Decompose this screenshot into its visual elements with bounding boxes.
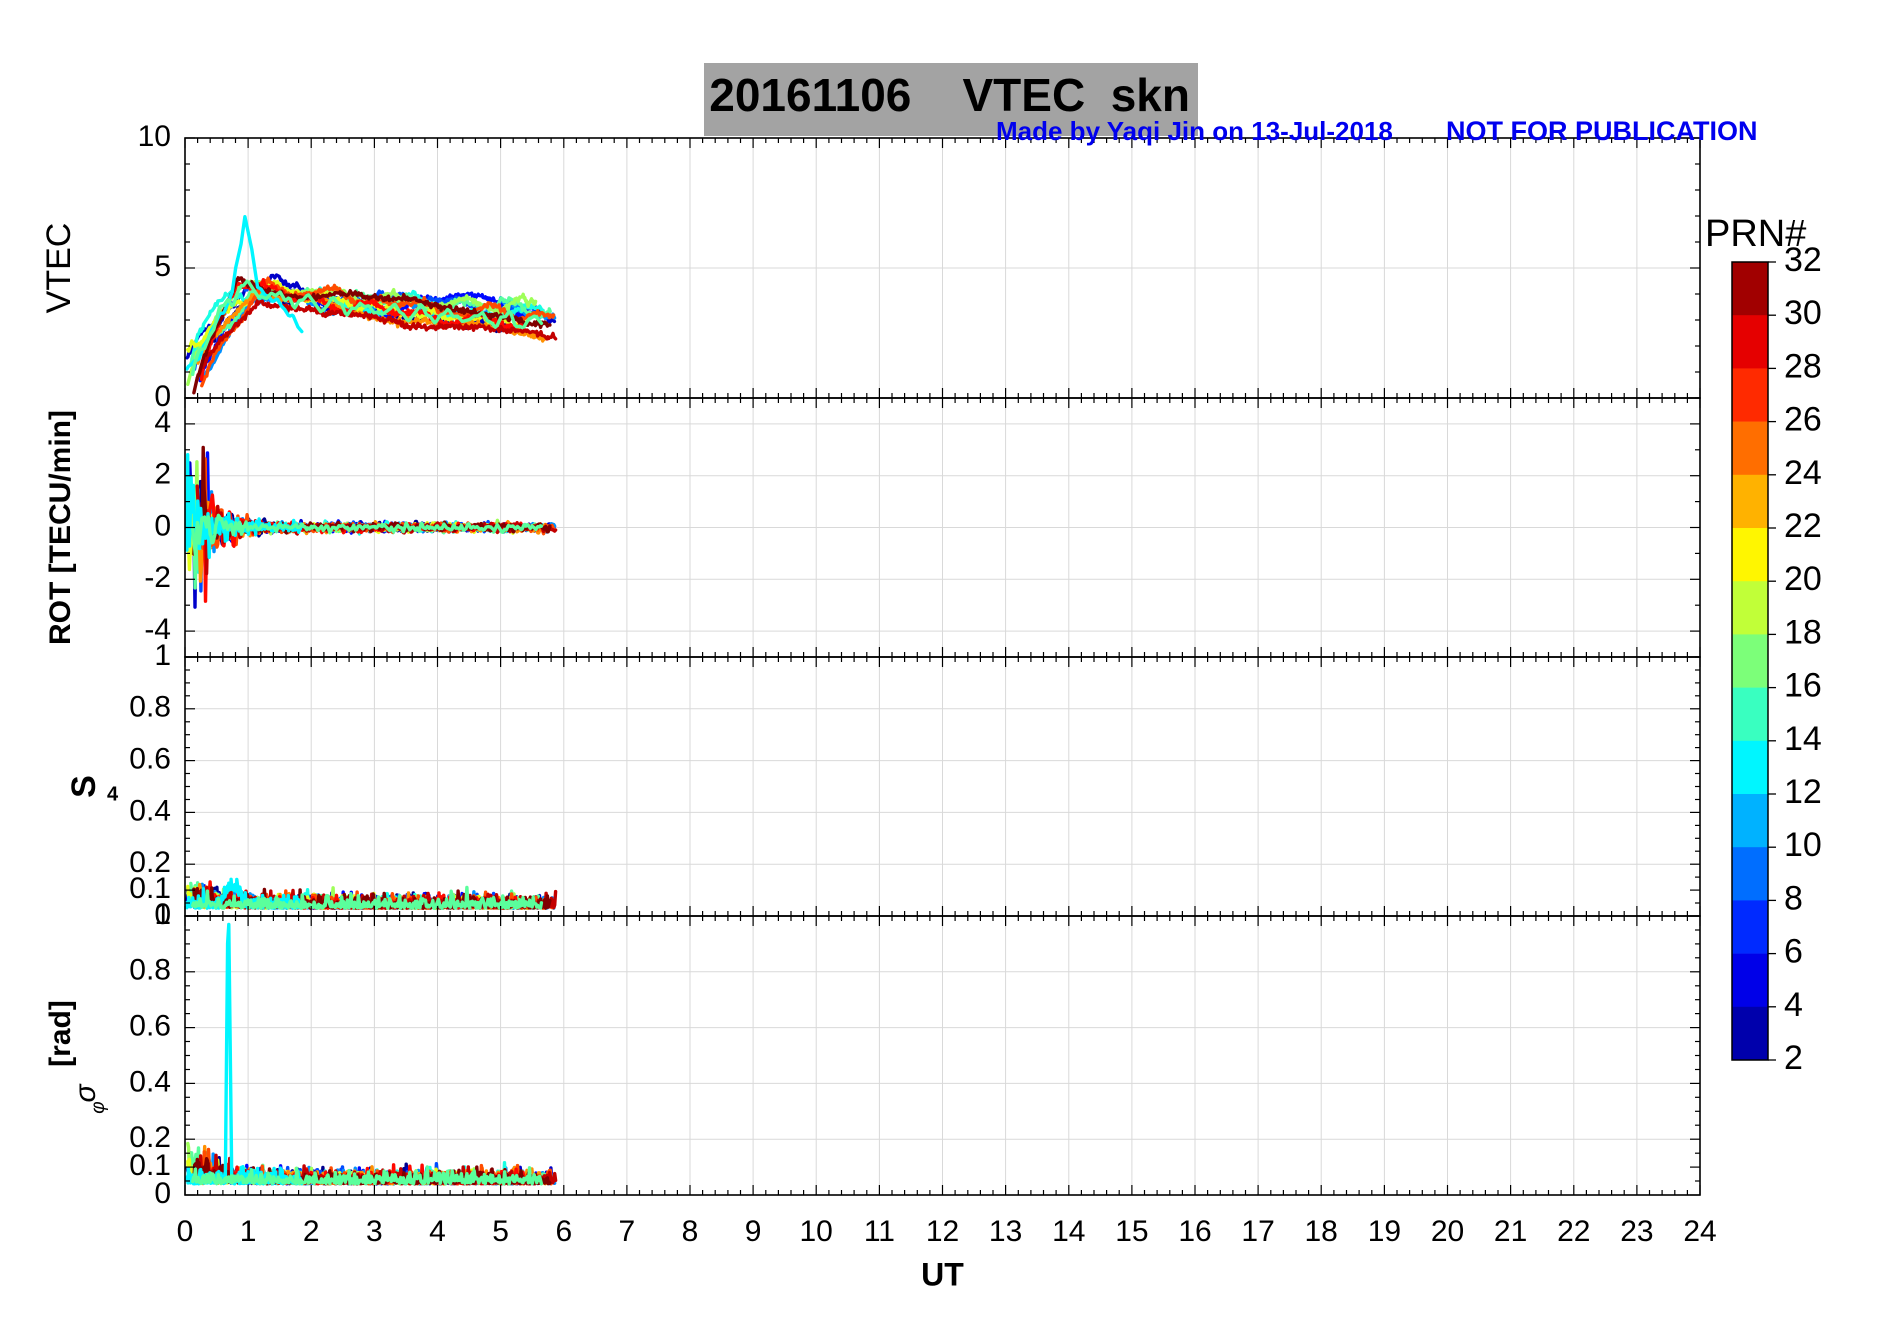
svg-text:1: 1 xyxy=(240,1215,257,1248)
svg-text:8: 8 xyxy=(1784,879,1803,917)
svg-text:13: 13 xyxy=(989,1215,1022,1248)
svg-text:2: 2 xyxy=(303,1215,320,1248)
svg-text:20161106 VTEC skn: 20161106 VTEC skn xyxy=(709,69,1190,121)
svg-text:5: 5 xyxy=(492,1215,509,1248)
svg-text:11: 11 xyxy=(864,1215,895,1248)
svg-text:21: 21 xyxy=(1494,1215,1527,1248)
svg-text:0.2: 0.2 xyxy=(129,846,171,879)
svg-text:0.8: 0.8 xyxy=(129,691,171,724)
svg-text:20: 20 xyxy=(1431,1215,1464,1248)
svg-text:S: S xyxy=(65,775,103,798)
svg-text:[rad]: [rad] xyxy=(44,1000,77,1067)
svg-text:UT: UT xyxy=(921,1256,964,1292)
svg-text:16: 16 xyxy=(1784,667,1822,705)
svg-text:0.8: 0.8 xyxy=(129,954,171,987)
svg-text:24: 24 xyxy=(1683,1215,1716,1248)
svg-text:18: 18 xyxy=(1784,613,1822,651)
svg-text:6: 6 xyxy=(555,1215,572,1248)
svg-text:0.6: 0.6 xyxy=(129,1010,171,1043)
svg-text:26: 26 xyxy=(1784,401,1822,439)
svg-text:2: 2 xyxy=(154,458,171,491)
svg-text:0.6: 0.6 xyxy=(129,743,171,776)
svg-text:0: 0 xyxy=(154,509,171,542)
svg-text:28: 28 xyxy=(1784,347,1822,385)
svg-text:2: 2 xyxy=(1784,1039,1803,1077)
svg-text:10: 10 xyxy=(800,1215,833,1248)
svg-text:NOT FOR PUBLICATION: NOT FOR PUBLICATION xyxy=(1446,116,1757,146)
svg-text:0.4: 0.4 xyxy=(129,1065,171,1098)
svg-text:4: 4 xyxy=(107,784,119,806)
svg-text:10: 10 xyxy=(1784,826,1822,864)
svg-text:19: 19 xyxy=(1368,1215,1401,1248)
svg-text:16: 16 xyxy=(1178,1215,1211,1248)
svg-text:σ: σ xyxy=(69,1083,102,1103)
svg-text:12: 12 xyxy=(1784,773,1822,811)
svg-text:4: 4 xyxy=(154,406,171,439)
svg-text:9: 9 xyxy=(745,1215,762,1248)
svg-text:ROT [TECU/min]: ROT [TECU/min] xyxy=(44,410,77,645)
svg-text:-2: -2 xyxy=(144,561,171,594)
svg-text:PRN#: PRN# xyxy=(1705,213,1806,255)
svg-text:1: 1 xyxy=(154,898,171,931)
svg-text:14: 14 xyxy=(1052,1215,1085,1248)
svg-text:18: 18 xyxy=(1305,1215,1338,1248)
svg-text:12: 12 xyxy=(926,1215,959,1248)
svg-text:4: 4 xyxy=(429,1215,446,1248)
svg-text:0.2: 0.2 xyxy=(129,1121,171,1154)
svg-text:5: 5 xyxy=(154,250,171,283)
svg-text:Made by Yaqi Jin on 13-Jul-201: Made by Yaqi Jin on 13-Jul-2018 xyxy=(996,116,1393,146)
svg-text:23: 23 xyxy=(1620,1215,1653,1248)
svg-text:14: 14 xyxy=(1784,720,1822,758)
svg-text:22: 22 xyxy=(1784,507,1822,545)
svg-text:15: 15 xyxy=(1115,1215,1148,1248)
svg-text:7: 7 xyxy=(619,1215,636,1248)
svg-text:0.4: 0.4 xyxy=(129,794,171,827)
svg-text:3: 3 xyxy=(366,1215,383,1248)
svg-text:φ: φ xyxy=(88,1101,109,1113)
svg-text:30: 30 xyxy=(1784,294,1822,332)
svg-text:10: 10 xyxy=(138,120,171,153)
svg-text:0: 0 xyxy=(177,1215,194,1248)
svg-text:22: 22 xyxy=(1557,1215,1590,1248)
svg-text:24: 24 xyxy=(1784,454,1822,492)
svg-text:17: 17 xyxy=(1241,1215,1274,1248)
svg-text:4: 4 xyxy=(1784,986,1803,1024)
svg-text:6: 6 xyxy=(1784,933,1803,971)
svg-text:VTEC: VTEC xyxy=(40,223,78,314)
svg-text:20: 20 xyxy=(1784,560,1822,598)
svg-text:1: 1 xyxy=(154,639,171,672)
svg-text:8: 8 xyxy=(682,1215,699,1248)
